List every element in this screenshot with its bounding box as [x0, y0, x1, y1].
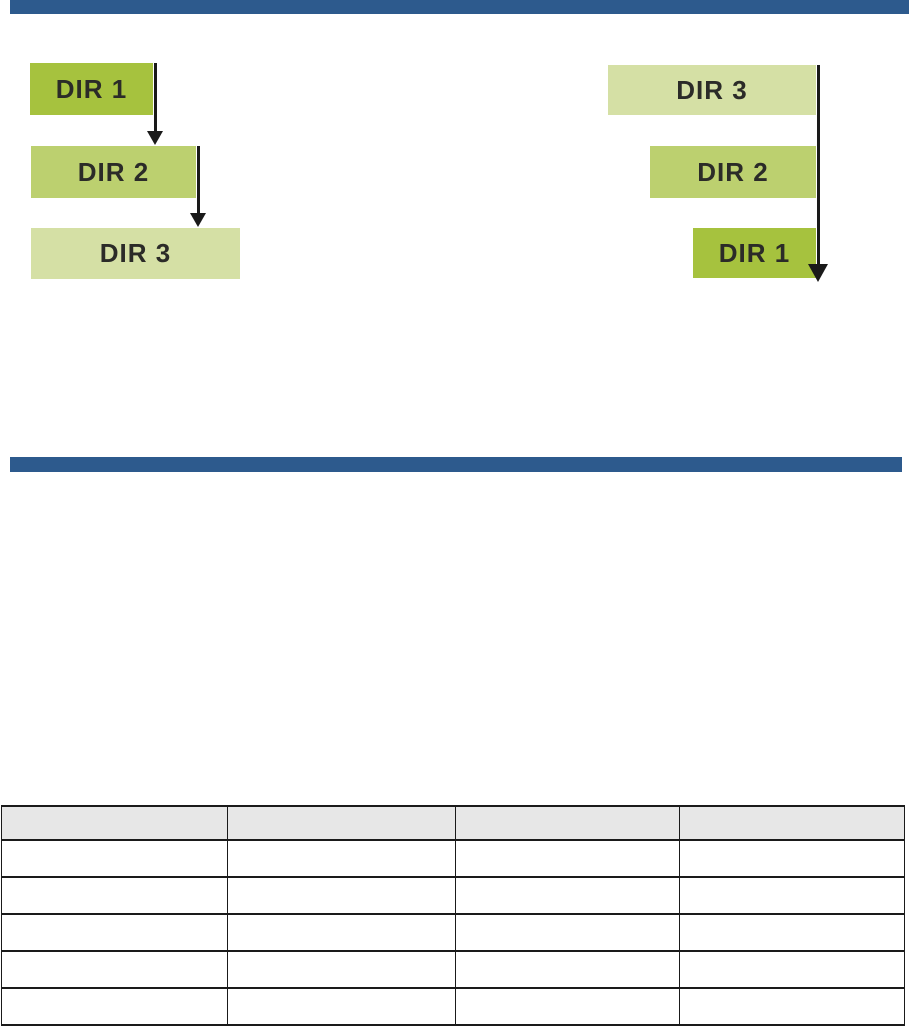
table-cell: [228, 878, 456, 913]
table-header-cell: [228, 807, 456, 839]
table-cell: [2, 878, 228, 913]
table-row: [2, 841, 904, 878]
left-arrow1-down-arrowhead-icon: [147, 131, 163, 145]
left-dir3-box: DIR 3: [31, 228, 240, 279]
table-row: [2, 952, 904, 989]
right-dir3-box: DIR 3: [608, 65, 816, 115]
left-arrow2-down-arrowhead-icon: [190, 213, 206, 227]
table-row: [2, 915, 904, 952]
left-dir1-box: DIR 1: [30, 63, 153, 115]
left-dir3-label: DIR 3: [99, 238, 172, 268]
right-dir1-label: DIR 1: [718, 237, 791, 268]
table-cell: [680, 952, 902, 987]
right-dir2-box: DIR 2: [650, 146, 816, 198]
table-cell: [680, 878, 902, 913]
table-cell: [680, 841, 902, 876]
right-dir1-box: DIR 1: [693, 228, 816, 278]
empty-table: [1, 805, 905, 1026]
left-dir2-box: DIR 2: [31, 146, 196, 198]
table-row: [2, 878, 904, 915]
table-cell: [680, 915, 902, 950]
section-divider-bar: [10, 457, 902, 472]
table-cell: [2, 915, 228, 950]
table-cell: [456, 952, 680, 987]
table-header-cell: [680, 807, 902, 839]
right-arrow-down-arrowhead-icon: [808, 264, 828, 282]
table-header-row: [2, 807, 904, 841]
right-dir3-label: DIR 3: [676, 74, 748, 105]
table-cell: [228, 915, 456, 950]
table-cell: [680, 989, 902, 1024]
right-arrow-line: [817, 65, 820, 265]
table-row: [2, 989, 904, 1026]
table-cell: [2, 989, 228, 1024]
table-cell: [2, 952, 228, 987]
table-cell: [228, 841, 456, 876]
table-cell: [2, 841, 228, 876]
left-arrow1-line: [154, 63, 157, 132]
table-cell: [228, 952, 456, 987]
left-dir1-label: DIR 1: [55, 73, 128, 104]
left-dir2-label: DIR 2: [77, 156, 150, 187]
table-cell: [456, 915, 680, 950]
table-cell: [228, 989, 456, 1024]
left-arrow2-line: [197, 146, 200, 214]
top-rule-bar: [10, 0, 909, 14]
table-header-cell: [456, 807, 680, 839]
right-dir2-label: DIR 2: [697, 156, 769, 187]
table-cell: [456, 878, 680, 913]
table-cell: [456, 841, 680, 876]
table-cell: [456, 989, 680, 1024]
table-header-cell: [2, 807, 228, 839]
